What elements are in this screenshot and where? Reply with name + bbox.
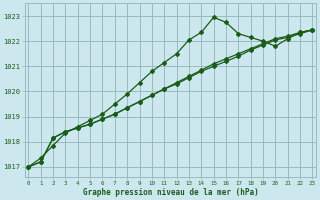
X-axis label: Graphe pression niveau de la mer (hPa): Graphe pression niveau de la mer (hPa) — [83, 188, 258, 197]
